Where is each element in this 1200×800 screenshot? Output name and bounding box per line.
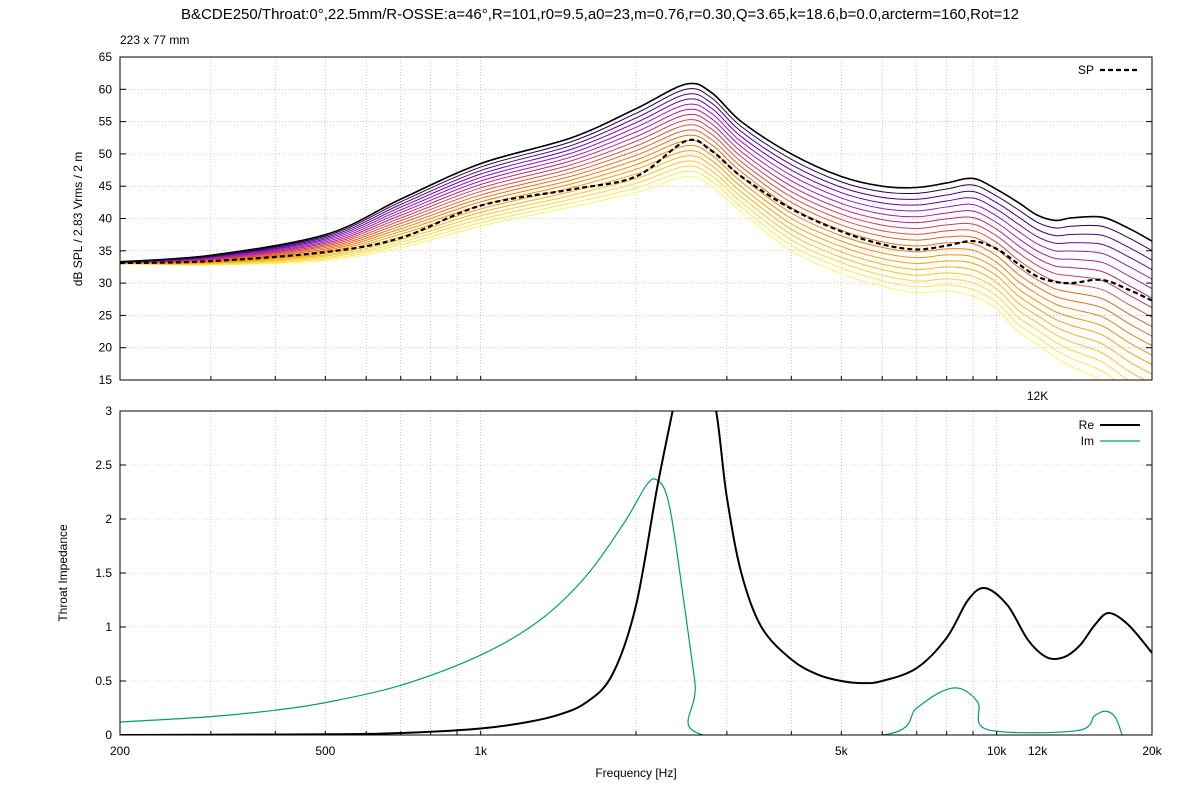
impedance-xtick-label: 20k — [1142, 744, 1162, 758]
spl-fan-line — [120, 88, 1152, 263]
impedance-axis-ticks: 0 0.5 1 1.5 2 2.5 3 200 500 1k 5k 10k 12k 20k — [95, 404, 1162, 758]
spl-ytick-label: 50 — [99, 147, 113, 161]
spl-fan-line — [120, 175, 1103, 380]
chart-title: B&CDE250/Throat:0°,22.5mm/R-OSSE:a=46°,R… — [181, 6, 1019, 23]
spl-ylabel: dB SPL / 2.83 Vrms / 2 m — [71, 152, 85, 287]
spl-axis-ticks: 15 20 25 30 35 40 45 50 55 60 65 12K — [99, 50, 1152, 403]
spl-ytick-label: 15 — [99, 373, 113, 387]
impedance-legend-im-label: Im — [1081, 434, 1094, 448]
spl-ytick-label: 40 — [99, 212, 113, 226]
spl-ytick-label: 65 — [99, 50, 113, 64]
spl-legend: SP — [1078, 63, 1140, 77]
spl-fan-line — [120, 108, 1152, 290]
impedance-xtick-label: 12k — [1028, 744, 1048, 758]
impedance-xtick-label: 500 — [315, 744, 335, 758]
impedance-ylabel: Throat Impedance — [56, 524, 70, 622]
spl-fan-line — [120, 139, 1152, 347]
spl-fan-line — [120, 82, 1152, 263]
spl-fan-line — [120, 160, 1146, 380]
impedance-ytick-label: 2.5 — [95, 458, 112, 472]
impedance-ytick-label: 0.5 — [95, 674, 112, 688]
spl-reference-line — [120, 138, 1152, 302]
spl-fan-line — [120, 144, 1152, 356]
impedance-re-line — [120, 411, 1152, 735]
spl-grid — [120, 56, 1152, 381]
spl-legend-sp-label: SP — [1078, 63, 1094, 77]
spl-fan-line — [120, 98, 1152, 271]
impedance-legend: Re Im — [1079, 418, 1140, 448]
spl-fan-line — [120, 119, 1152, 309]
impedance-xtick-label: 200 — [110, 744, 130, 758]
spl-ytick-label: 55 — [99, 115, 113, 129]
impedance-xtick-label: 10k — [987, 744, 1007, 758]
spl-fan-line — [120, 165, 1129, 380]
spl-ytick-label: 20 — [99, 341, 113, 355]
spl-ytick-label: 35 — [99, 244, 113, 258]
spl-ytick-label: 45 — [99, 179, 113, 193]
impedance-grid — [120, 410, 1152, 736]
impedance-xtick-label: 5k — [835, 744, 849, 758]
spl-xtick-label: 12K — [1027, 389, 1048, 403]
spl-fan-line — [120, 150, 1152, 366]
impedance-ytick-label: 1.5 — [95, 566, 112, 580]
spl-fan-line — [120, 170, 1116, 380]
impedance-xlabel: Frequency [Hz] — [595, 766, 676, 780]
chart-subtitle: 223 x 77 mm — [120, 33, 190, 47]
spl-ytick-label: 60 — [99, 82, 113, 96]
impedance-ytick-label: 1 — [105, 620, 112, 634]
spl-ytick-label: 30 — [99, 276, 113, 290]
impedance-im-line — [120, 478, 1123, 735]
spl-fan-line — [120, 93, 1152, 263]
impedance-ytick-label: 0 — [105, 728, 112, 742]
spl-fan-line — [120, 103, 1152, 280]
spl-fan-line — [120, 124, 1152, 318]
impedance-ytick-label: 2 — [105, 512, 112, 526]
spl-fan-line — [120, 129, 1152, 328]
impedance-xtick-label: 1k — [474, 744, 488, 758]
impedance-legend-re-label: Re — [1079, 418, 1095, 432]
spl-ytick-label: 25 — [99, 308, 113, 322]
spl-fan-line — [120, 113, 1152, 299]
impedance-ytick-label: 3 — [105, 404, 112, 418]
